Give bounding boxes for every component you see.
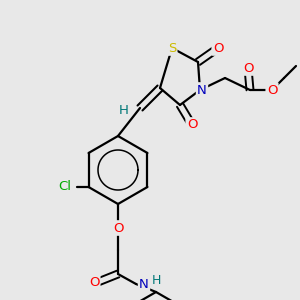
Text: S: S <box>168 41 176 55</box>
Text: O: O <box>213 41 223 55</box>
Text: N: N <box>139 278 149 290</box>
Text: O: O <box>243 61 253 74</box>
Text: O: O <box>113 221 123 235</box>
Text: O: O <box>187 118 197 131</box>
Text: O: O <box>267 83 277 97</box>
Text: H: H <box>119 103 129 116</box>
Text: O: O <box>89 275 99 289</box>
Text: N: N <box>197 83 207 97</box>
Text: H: H <box>151 274 161 286</box>
Text: Cl: Cl <box>58 181 71 194</box>
